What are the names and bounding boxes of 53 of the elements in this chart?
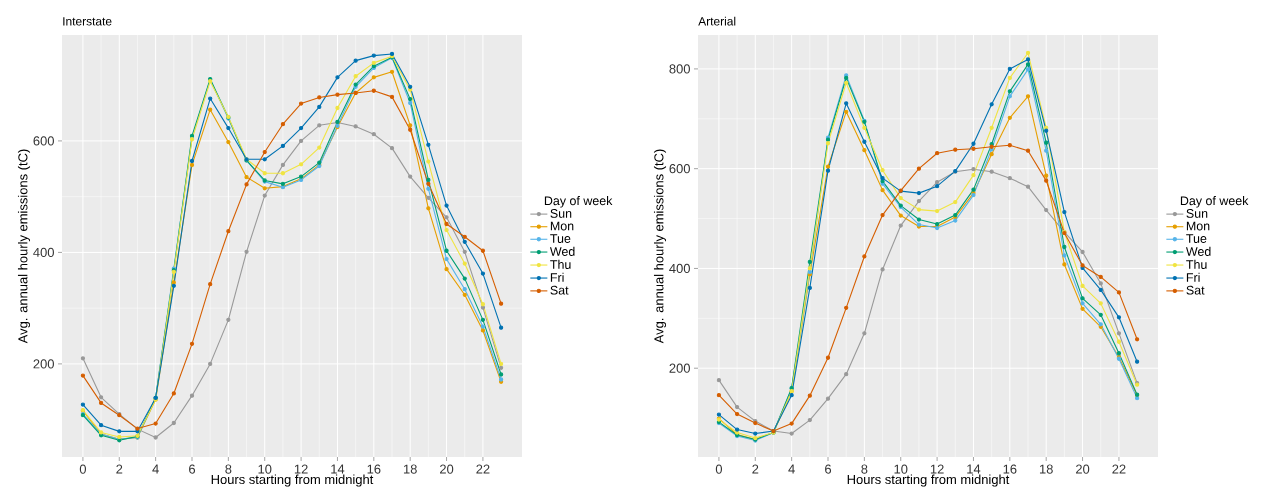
legend-label: Thu: [1186, 259, 1207, 269]
y-tick-label: 400: [669, 263, 690, 274]
x-axis-title: Hours starting from midnight: [211, 474, 374, 487]
legend-label: Thu: [550, 259, 571, 269]
x-tick-label: 12: [294, 464, 308, 474]
y-tick-label: 200: [669, 363, 690, 373]
x-tick-label: 18: [403, 464, 417, 474]
x-tick-label: 0: [79, 464, 87, 474]
x-tick-label: 10: [894, 464, 908, 474]
legend-label: Mon: [1186, 221, 1210, 231]
x-tick-label: 0: [715, 464, 723, 474]
legend-label: Fri: [1186, 272, 1200, 282]
y-axis-title: Avg. annual hourly emissions (tC): [653, 149, 667, 344]
y-tick-label: 400: [33, 247, 54, 257]
x-tick-label: 6: [825, 464, 832, 474]
x-tick-label: 2: [752, 464, 759, 474]
x-tick-label: 18: [1039, 464, 1053, 474]
legend-label: Mon: [550, 221, 574, 231]
x-tick-label: 20: [1076, 464, 1090, 474]
x-tick-label: 20: [440, 464, 454, 474]
x-tick-label: 8: [861, 464, 868, 474]
x-tick-label: 10: [258, 464, 272, 474]
x-tick-label: 22: [1112, 464, 1126, 474]
legend-label: Fri: [550, 272, 564, 282]
legend-label: Wed: [549, 246, 575, 256]
legend-label: Sat: [1186, 285, 1205, 295]
x-tick-label: 16: [367, 464, 381, 474]
y-tick-label: 800: [669, 64, 690, 74]
legend-label: Wed: [1185, 246, 1211, 256]
x-tick-label: 14: [331, 464, 345, 474]
x-tick-label: 12: [930, 464, 944, 474]
legend-label: Tue: [550, 234, 571, 243]
x-tick-label: 2: [116, 464, 123, 474]
x-tick-label: 4: [152, 464, 159, 474]
x-axis-title: Hours starting from midnight: [847, 474, 1010, 487]
legend-label: Sun: [550, 209, 572, 218]
x-tick-label: 4: [788, 464, 795, 474]
legend-label: Tue: [1186, 234, 1207, 243]
legend-label: Sun: [1186, 209, 1208, 218]
chart-title: Arterial: [698, 16, 736, 26]
legend-title: Day of week: [1180, 196, 1249, 208]
x-tick-label: 22: [476, 464, 490, 474]
x-tick-label: 14: [967, 464, 981, 474]
x-tick-label: 16: [1003, 464, 1017, 474]
x-tick-label: 6: [189, 464, 196, 474]
y-tick-label: 600: [669, 164, 690, 174]
y-tick-label: 200: [33, 359, 54, 369]
y-tick-label: 600: [33, 136, 54, 146]
chart-title: Interstate: [63, 17, 112, 26]
x-tick-label: 8: [225, 464, 232, 474]
y-axis-title: Avg. annual hourly emissions (tC): [17, 149, 31, 344]
legend-title: Day of week: [544, 196, 613, 208]
legend-label: Sat: [550, 285, 569, 295]
